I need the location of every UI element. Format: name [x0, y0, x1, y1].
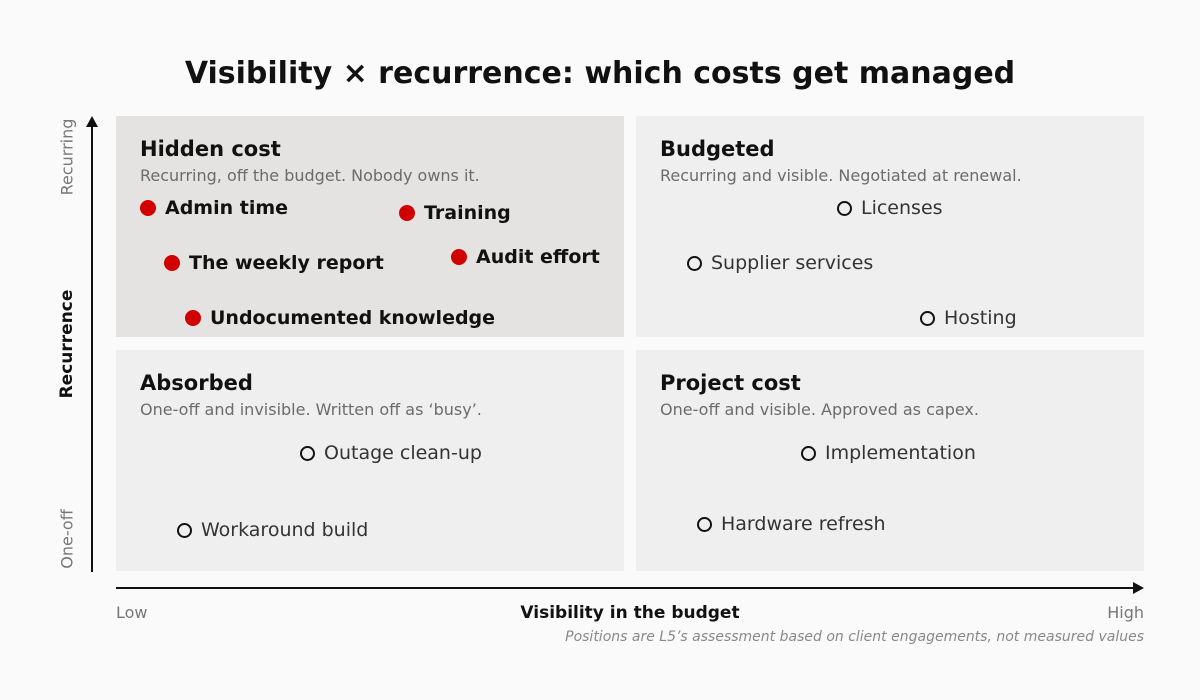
footnote: Positions are L5’s assessment based on c…	[565, 629, 1144, 645]
item-label: Licenses	[861, 197, 943, 219]
quadrant-description: One-off and invisible. Written off as ‘b…	[140, 400, 482, 419]
quadrant-budgeted: Budgeted Recurring and visible. Negotiat…	[636, 116, 1144, 337]
circle-marker-icon	[177, 522, 192, 538]
item-label: Outage clean-up	[324, 442, 482, 464]
quadrant-absorbed: Absorbed One-off and invisible. Written …	[116, 350, 624, 571]
item-hardware-refresh: Hardware refresh	[697, 513, 886, 535]
quadrant-description: Recurring, off the budget. Nobody owns i…	[140, 166, 480, 185]
item-label: Implementation	[825, 442, 976, 464]
y-axis-arrow-icon	[86, 116, 98, 127]
quadrant-title: Project cost	[660, 371, 801, 395]
item-label: Audit effort	[476, 246, 600, 268]
x-axis-line	[116, 587, 1134, 589]
circle-marker-icon	[801, 445, 816, 461]
item-label: Hardware refresh	[721, 513, 886, 535]
y-axis-bottom-label: One-off	[57, 509, 77, 569]
x-axis-label: Visibility in the budget	[520, 603, 740, 623]
item-label: Undocumented knowledge	[210, 307, 496, 329]
item-label: Supplier services	[711, 252, 874, 274]
quadrant-description: Recurring and visible. Negotiated at ren…	[660, 166, 1022, 185]
item-implementation: Implementation	[801, 442, 976, 464]
item-undocumented-knowledge: Undocumented knowledge	[185, 307, 495, 329]
red-dot-icon	[185, 310, 201, 326]
y-axis-label: Recurrence	[57, 289, 77, 399]
circle-marker-icon	[920, 310, 935, 326]
item-hosting: Hosting	[920, 307, 1017, 329]
item-label: Workaround build	[201, 519, 369, 541]
item-supplier-services: Supplier services	[687, 252, 873, 274]
item-label: Admin time	[165, 197, 289, 219]
item-admin-time: Admin time	[140, 197, 288, 219]
circle-marker-icon	[837, 200, 852, 216]
item-workaround-build: Workaround build	[177, 519, 368, 541]
item-label: Hosting	[944, 307, 1017, 329]
item-weekly-report: The weekly report	[164, 252, 384, 274]
chart-title: Visibility × recurrence: which costs get…	[184, 56, 1016, 91]
red-dot-icon	[164, 255, 180, 271]
quadrant-hidden-cost: Hidden cost Recurring, off the budget. N…	[116, 116, 624, 337]
circle-marker-icon	[697, 516, 712, 532]
item-outage-cleanup: Outage clean-up	[300, 442, 482, 464]
quadrant-title: Budgeted	[660, 137, 775, 161]
item-label: Training	[424, 202, 511, 224]
item-label: The weekly report	[189, 252, 384, 274]
quadrant-title: Hidden cost	[140, 137, 281, 161]
quadrant-project-cost: Project cost One-off and visible. Approv…	[636, 350, 1144, 571]
y-axis-line	[91, 126, 93, 572]
circle-marker-icon	[687, 255, 702, 271]
y-axis-top-label: Recurring	[57, 118, 77, 196]
item-licenses: Licenses	[837, 197, 943, 219]
red-dot-icon	[140, 200, 156, 216]
red-dot-icon	[399, 205, 415, 221]
red-dot-icon	[451, 249, 467, 265]
x-axis-arrow-icon	[1133, 582, 1144, 594]
item-audit-effort: Audit effort	[451, 246, 600, 268]
quadrant-description: One-off and visible. Approved as capex.	[660, 400, 979, 419]
quadrant-title: Absorbed	[140, 371, 253, 395]
x-axis-right-label: High	[1107, 603, 1144, 622]
item-training: Training	[399, 202, 511, 224]
circle-marker-icon	[300, 445, 315, 461]
x-axis-left-label: Low	[116, 603, 148, 622]
